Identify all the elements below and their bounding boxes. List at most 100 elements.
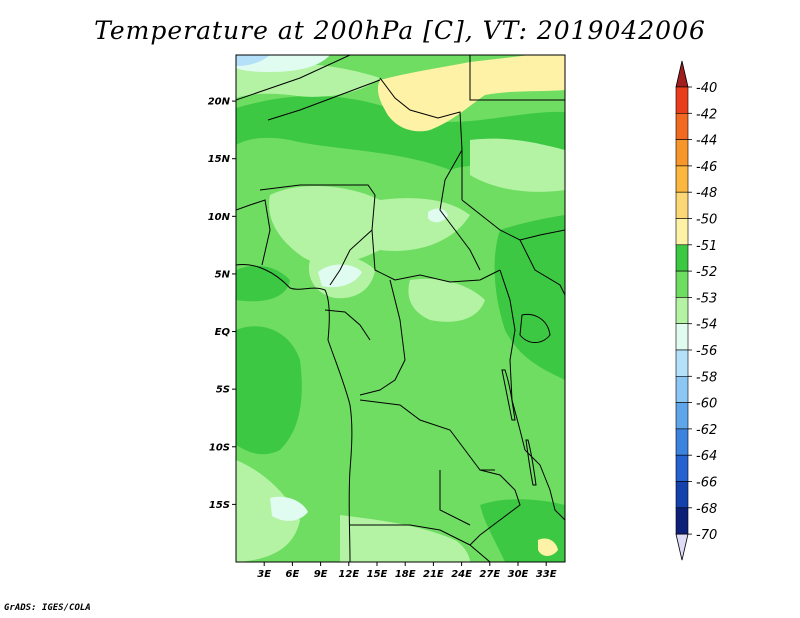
temperature-field bbox=[236, 55, 565, 562]
field-band-52-east bbox=[494, 215, 565, 380]
lat-tick-label: 5N bbox=[215, 269, 231, 280]
country-borders bbox=[236, 55, 565, 562]
border-congo-drc bbox=[359, 279, 406, 396]
border-niger-nigeria bbox=[259, 184, 376, 196]
colorbar-label: -50 bbox=[696, 213, 717, 228]
colorbar-label: -42 bbox=[696, 107, 717, 122]
lat-tick-label: 10S bbox=[209, 442, 230, 453]
lat-tick-label: 20N bbox=[208, 97, 231, 108]
lon-tick-label: 21E bbox=[423, 569, 444, 580]
border-drc-east bbox=[499, 269, 526, 451]
field-band-56-cameroon bbox=[318, 264, 362, 288]
colorbar-swatch bbox=[675, 481, 689, 509]
lon-tick-label: 12E bbox=[338, 569, 359, 580]
border-car bbox=[371, 229, 501, 283]
colorbar-label: -54 bbox=[696, 318, 717, 333]
border-namibia bbox=[350, 524, 471, 546]
colorbar-swatch bbox=[675, 402, 689, 430]
field-band-51-libya-egypt bbox=[377, 55, 565, 132]
colorbar-swatch bbox=[675, 191, 689, 219]
border-algeria-libya bbox=[236, 55, 351, 101]
lon-tick-label: 24E bbox=[451, 569, 472, 580]
field-band-54-northeast bbox=[470, 138, 565, 192]
colorbar-label: -64 bbox=[696, 449, 717, 464]
colorbar-label: -60 bbox=[696, 397, 717, 412]
border-mozambique bbox=[524, 449, 565, 521]
colorbar-swatch bbox=[675, 218, 689, 246]
colorbar-swatch bbox=[675, 454, 689, 482]
colorbar-label: -70 bbox=[696, 528, 717, 543]
colorbar-bottom-arrow bbox=[675, 533, 689, 561]
border-gabon bbox=[324, 309, 371, 341]
credit-label: GrADS: IGES/COLA bbox=[4, 603, 91, 613]
lon-tick-label: 33E bbox=[536, 569, 557, 580]
lon-tick-label: 6E bbox=[286, 569, 300, 580]
field-band-58-corner bbox=[236, 55, 270, 66]
colorbar: -40 -42 -44 -46 -48 -50 -51 -52 -53 -54 -56 -58 -60 -… bbox=[675, 60, 717, 561]
border-south bbox=[469, 544, 491, 562]
border-west-coast-nations bbox=[236, 199, 271, 266]
colorbar-top-arrow bbox=[675, 60, 689, 88]
lake-victoria bbox=[519, 313, 551, 343]
colorbar-label: -62 bbox=[696, 423, 717, 438]
lake-tanganyika bbox=[501, 369, 516, 421]
colorbar-label: -68 bbox=[696, 502, 717, 517]
colorbar-swatch bbox=[675, 323, 689, 351]
map-frame bbox=[235, 54, 566, 563]
colorbar-label: -56 bbox=[696, 344, 717, 359]
border-chad-sudan bbox=[439, 149, 481, 271]
colorbar-swatch bbox=[675, 349, 689, 377]
colorbar-swatch bbox=[675, 270, 689, 298]
lat-tick-label: EQ bbox=[215, 327, 231, 338]
field-band-54-south bbox=[340, 515, 470, 562]
field-band-51-mozambique bbox=[538, 538, 558, 556]
field-band-54-congo bbox=[408, 278, 485, 322]
colorbar-label: -51 bbox=[696, 239, 717, 254]
lon-tick-label: 27E bbox=[479, 569, 500, 580]
lat-tick-label: 5S bbox=[216, 385, 230, 396]
border-zambia bbox=[469, 469, 521, 546]
colorbar-swatch bbox=[675, 244, 689, 272]
colorbar-swatch bbox=[675, 139, 689, 167]
colorbar-swatch bbox=[675, 507, 689, 535]
field-band-54-central bbox=[269, 185, 470, 265]
map-title: Temperature at 200hPa [C], VT: 201904200… bbox=[94, 16, 706, 45]
colorbar-swatch bbox=[675, 428, 689, 456]
field-band-52-west bbox=[236, 326, 302, 455]
lon-tick-label: 30E bbox=[508, 569, 529, 580]
lon-tick-label: 18E bbox=[395, 569, 416, 580]
colorbar-label: -40 bbox=[696, 81, 717, 96]
coastline bbox=[236, 263, 353, 562]
latitude-axis: 20N 15N 10N 5N EQ 5S 10S 15S bbox=[208, 97, 236, 511]
colorbar-label: -46 bbox=[696, 160, 717, 175]
lat-tick-label: 15S bbox=[209, 500, 230, 511]
lon-tick-label: 3E bbox=[257, 569, 271, 580]
border-ethiopia bbox=[519, 239, 565, 296]
colorbar-swatch bbox=[675, 165, 689, 193]
border-libya-egypt bbox=[469, 55, 565, 101]
longitude-axis: 3E 6E 9E 12E 15E 18E 21E 24E 27E 30E 33E bbox=[257, 562, 557, 580]
colorbar-label: -44 bbox=[696, 134, 717, 149]
colorbar-swatch bbox=[675, 297, 689, 324]
lat-tick-label: 10N bbox=[208, 212, 231, 223]
colorbar-swatch bbox=[675, 375, 689, 403]
lat-tick-label: 15N bbox=[208, 154, 231, 165]
border-angola-zambia bbox=[439, 470, 471, 526]
colorbar-label: -66 bbox=[696, 476, 717, 491]
lon-tick-label: 9E bbox=[314, 569, 328, 580]
field-band-56-chad bbox=[428, 208, 448, 223]
field-band-54-southwest bbox=[236, 460, 300, 562]
colorbar-swatch bbox=[675, 113, 689, 140]
colorbar-label: -53 bbox=[696, 291, 717, 306]
field-band-54-north bbox=[236, 63, 380, 98]
border-mali-niger bbox=[267, 79, 381, 121]
colorbar-label: -58 bbox=[696, 370, 717, 385]
lon-tick-label: 15E bbox=[367, 569, 388, 580]
field-band-52-west-mid bbox=[236, 265, 290, 302]
colorbar-swatch bbox=[675, 86, 689, 114]
field-band-56-southwest bbox=[270, 496, 308, 521]
colorbar-label: -48 bbox=[696, 186, 717, 201]
colorbar-label: -52 bbox=[696, 265, 717, 280]
lake-malawi bbox=[525, 439, 537, 486]
